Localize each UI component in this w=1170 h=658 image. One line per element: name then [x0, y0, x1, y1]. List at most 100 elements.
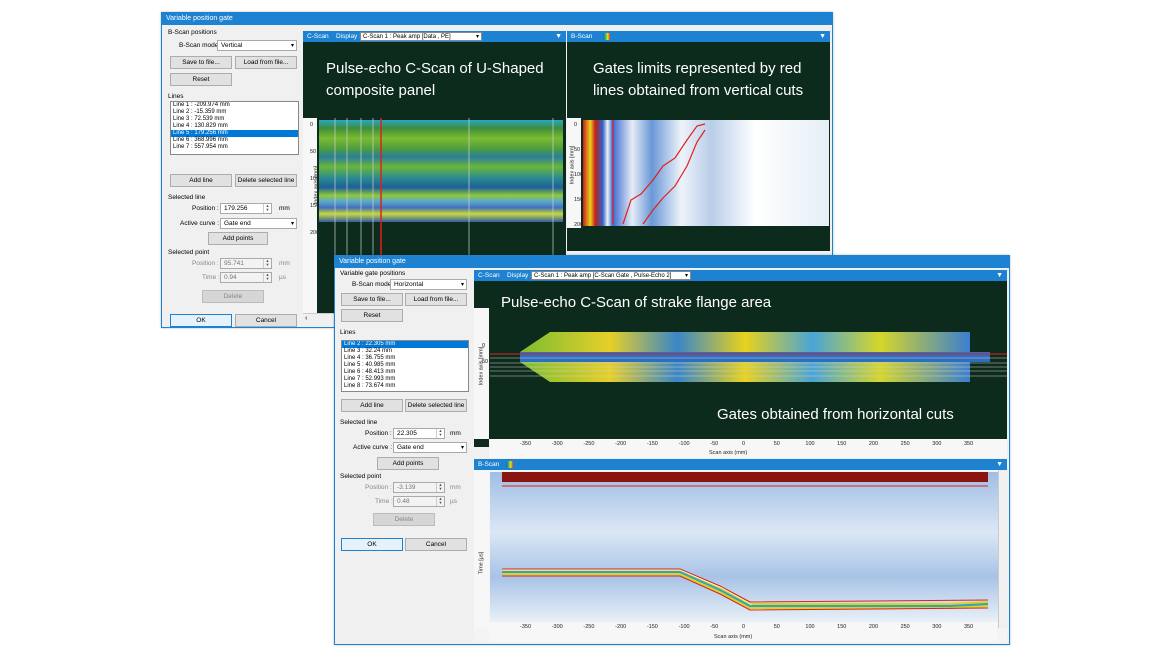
palette-icon[interactable]	[506, 461, 513, 468]
delete-point-button[interactable]: Delete	[202, 290, 264, 303]
save-to-file-button[interactable]: Save to file...	[341, 293, 403, 306]
position-input[interactable]: 22.305 ▲ ▼	[393, 428, 445, 439]
add-points-button[interactable]: Add points	[377, 457, 439, 470]
position-label: Position :	[365, 430, 392, 437]
pt-position-input[interactable]: -3.139 ▲ ▼	[393, 482, 445, 493]
active-curve-label: Active curve :	[180, 220, 220, 227]
list-item[interactable]: Line 5 : 179.256 mm	[171, 130, 298, 137]
front-control-panel: Variable gate positions B-Scan mode : Ho…	[335, 268, 472, 642]
time-input[interactable]: 0.48 ▲ ▼	[393, 496, 445, 507]
scan-tick-label: 50	[773, 624, 780, 630]
list-item[interactable]: Line 5 : 40.985 mm	[344, 362, 396, 368]
bottom-axis-tick: 50	[317, 300, 324, 306]
view-menu-icon[interactable]: ▼	[819, 33, 826, 40]
save-to-file-button[interactable]: Save to file...	[170, 56, 232, 69]
scan-tick-label: 100	[805, 624, 815, 630]
lines-listbox[interactable]: Line 2 : 22.305 mm Line 3 : 32.24 mm Line …	[341, 340, 469, 392]
list-item[interactable]: Line 4 : 130.829 mm	[173, 123, 228, 129]
front-wall-echo	[502, 472, 988, 482]
bscan-mode-label: B-Scan mode :	[352, 281, 395, 288]
delete-point-button[interactable]: Delete	[373, 513, 435, 526]
display-value: C-Scan 1 : Peak amp [C-Scan Gate , Pulse…	[534, 273, 672, 279]
window-title: Variable position gate	[335, 256, 1009, 268]
spinner-icon[interactable]: ▲ ▼	[436, 483, 444, 492]
spinner-icon[interactable]: ▲ ▼	[436, 497, 444, 506]
load-from-file-button[interactable]: Load from file...	[235, 56, 297, 69]
active-curve-select[interactable]: Gate end ▾	[220, 218, 297, 229]
gate-limit-line	[642, 129, 706, 225]
list-item[interactable]: Line 1 : -209.974 mm	[173, 102, 230, 108]
bscan-vscroll[interactable]	[998, 470, 1008, 628]
cscan-tab[interactable]: C-Scan	[478, 272, 500, 279]
list-item[interactable]: Line 8 : 73.674 mm	[344, 383, 396, 389]
spinner-icon[interactable]: ▲ ▼	[263, 259, 271, 268]
cancel-button[interactable]: Cancel	[405, 538, 467, 551]
cscan-caption-line-2: composite panel	[326, 82, 436, 99]
bscan-image	[490, 472, 998, 622]
list-item[interactable]: Line 6 : 48.413 mm	[344, 369, 396, 375]
spinner-icon[interactable]: ▲ ▼	[263, 204, 271, 213]
bscan-mode-label: B-Scan mode :	[179, 42, 222, 49]
reset-button[interactable]: Reset	[341, 309, 403, 322]
ok-button[interactable]: OK	[170, 314, 232, 327]
delete-selected-line-button[interactable]: Delete selected line	[405, 399, 467, 412]
view-menu-icon[interactable]: ▼	[996, 461, 1003, 468]
ok-button[interactable]: OK	[341, 538, 403, 551]
spinner-icon[interactable]: ▲ ▼	[436, 429, 444, 438]
active-curve-value: Gate end	[397, 444, 424, 451]
add-line-button[interactable]: Add line	[170, 174, 232, 187]
bscan-tab[interactable]: B-Scan	[571, 33, 593, 40]
display-select[interactable]: C-Scan 1 : Peak amp [Data , PE] ▾	[360, 32, 482, 41]
lines-label: Lines	[168, 93, 184, 100]
list-item[interactable]: Line 2 : -15.359 mm	[173, 109, 227, 115]
scan-tick-label: 100	[805, 441, 815, 447]
scan-axis-label: Scan axis (mm)	[709, 450, 748, 456]
view-menu-icon[interactable]: ▼	[555, 33, 562, 40]
position-input[interactable]: 179.256 ▲ ▼	[220, 203, 272, 214]
list-item[interactable]: Line 7 : 52.993 mm	[344, 376, 396, 382]
list-item[interactable]: Line 3 : 72.539 mm	[173, 116, 225, 122]
cscan-tab[interactable]: C-Scan	[307, 33, 329, 40]
scroll-left-icon[interactable]: ‹	[305, 315, 308, 322]
axis-tick-label: 0	[482, 343, 486, 349]
gate-guide-line	[502, 569, 753, 606]
gates-caption: Gates obtained from horizontal cuts	[717, 406, 954, 423]
chevron-down-icon: ▾	[460, 445, 464, 451]
delete-selected-line-button[interactable]: Delete selected line	[235, 174, 297, 187]
chevron-down-icon: ▾	[290, 221, 294, 227]
reset-button[interactable]: Reset	[170, 73, 232, 86]
bscan-tab[interactable]: B-Scan	[478, 461, 500, 468]
front-bscan-view[interactable]: Time [µs] -350 -300 -250 -200 -150 -100 -50 0 50…	[474, 470, 1008, 642]
gate-end-line	[502, 575, 989, 611]
pt-position-value: 95.741	[224, 260, 244, 267]
bscan-mode-select[interactable]: Horizontal ▾	[390, 279, 467, 290]
bscan-mode-select[interactable]: Vertical ▾	[217, 40, 297, 51]
palette-icon[interactable]	[603, 33, 610, 40]
list-item[interactable]: Line 2 : 22.305 mm	[342, 341, 468, 348]
back-bscan-view[interactable]: Gates limits represented by red lines ob…	[567, 42, 830, 251]
time-input[interactable]: 0.94 ▲ ▼	[220, 272, 272, 283]
list-item[interactable]: Line 4 : 36.755 mm	[344, 355, 396, 361]
add-points-button[interactable]: Add points	[208, 232, 268, 245]
lines-listbox[interactable]: Line 1 : -209.974 mm Line 2 : -15.359 mm L…	[170, 101, 299, 155]
pt-position-input[interactable]: 95.741 ▲ ▼	[220, 258, 272, 269]
front-cscan-view[interactable]: Pulse-echo C-Scan of strake flange area …	[474, 281, 1007, 458]
display-select[interactable]: C-Scan 1 : Peak amp [C-Scan Gate , Pulse…	[531, 271, 691, 280]
scan-tick-label: -300	[551, 441, 563, 447]
bscan-scan-axis	[489, 622, 997, 642]
pt-position-value: -3.139	[397, 484, 416, 491]
cancel-button[interactable]: Cancel	[235, 314, 297, 327]
add-line-button[interactable]: Add line	[341, 399, 403, 412]
list-item[interactable]: Line 3 : 32.24 mm	[344, 348, 393, 354]
spinner-icon[interactable]: ▲ ▼	[263, 273, 271, 282]
active-curve-select[interactable]: Gate end ▾	[393, 442, 467, 453]
load-from-file-button[interactable]: Load from file...	[405, 293, 467, 306]
chevron-down-icon: ▾	[684, 273, 688, 279]
view-menu-icon[interactable]: ▼	[996, 272, 1003, 279]
back-wall-echo-core	[502, 571, 989, 607]
list-item[interactable]: Line 7 : 557.954 mm	[173, 144, 228, 150]
gate-limit-line	[622, 123, 706, 225]
axis-tick-label: 200	[574, 222, 584, 228]
list-item[interactable]: Line 6 : 368.996 mm	[173, 137, 228, 143]
scan-tick-label: -150	[646, 441, 658, 447]
